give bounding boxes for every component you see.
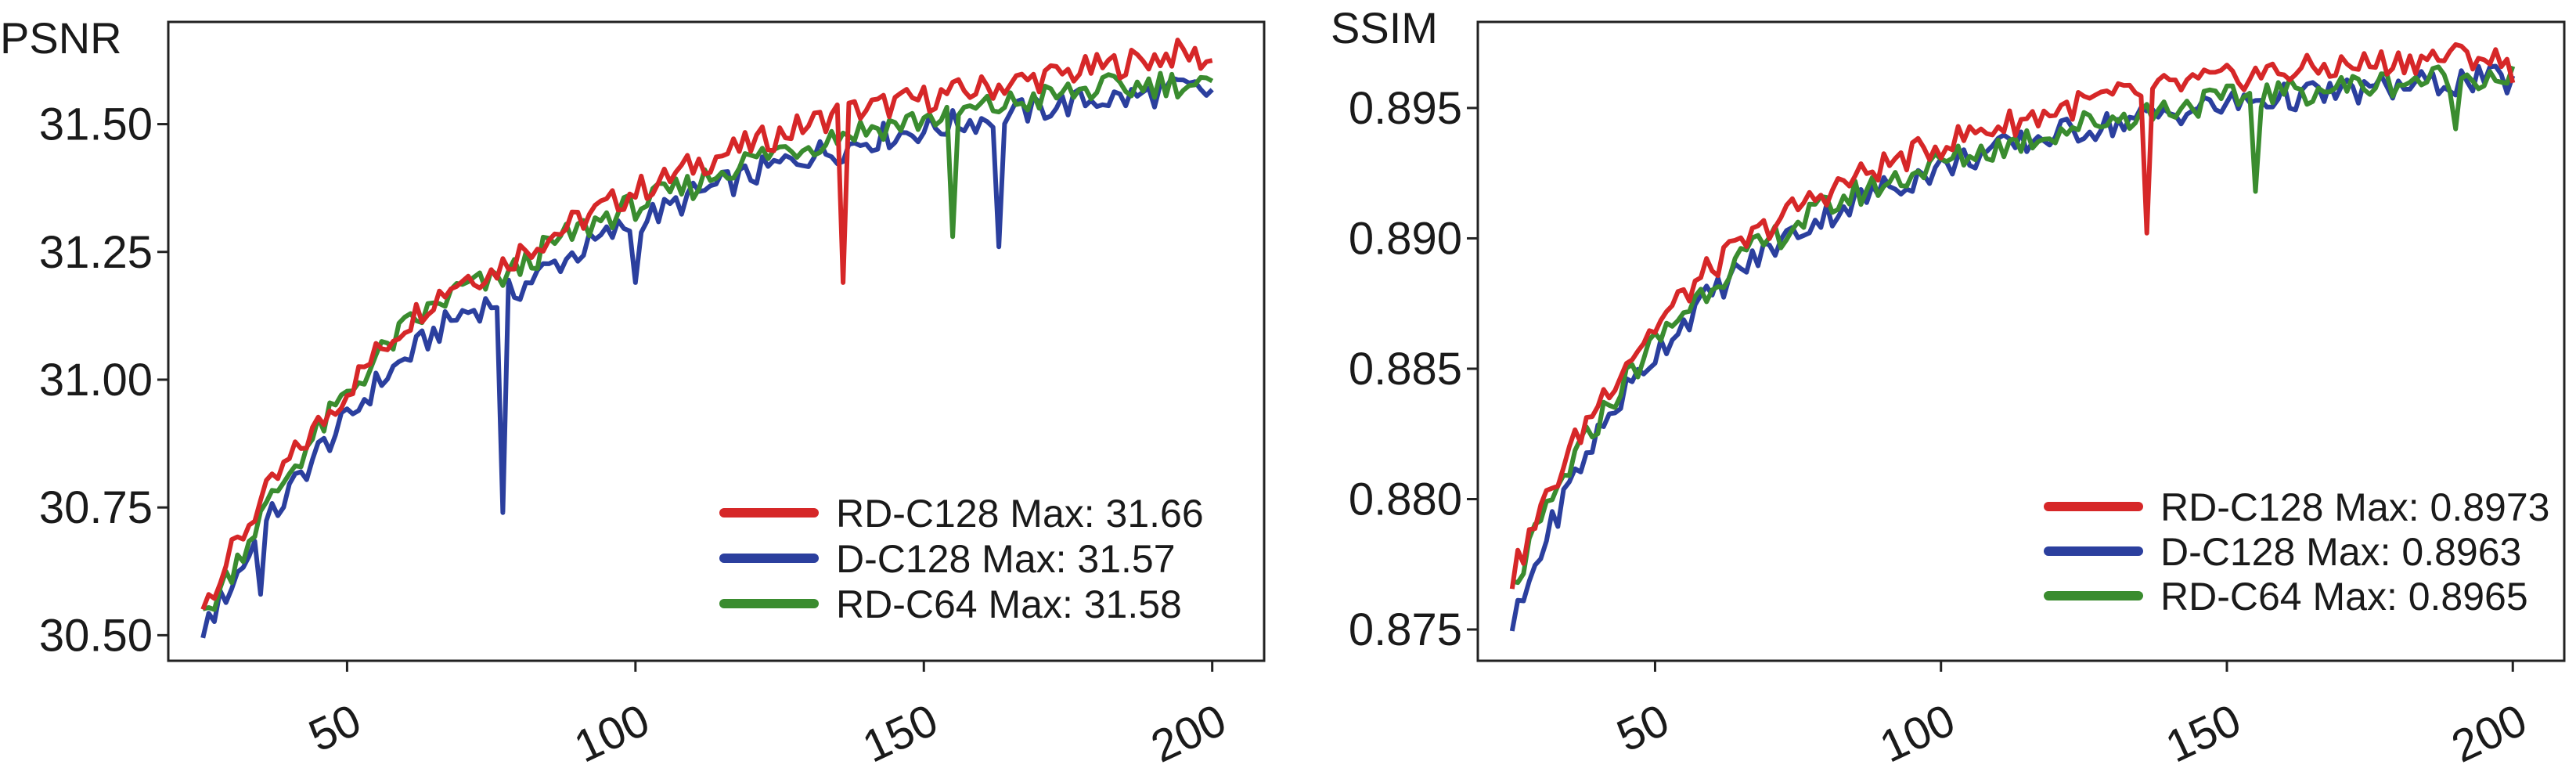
psnr-series-line-d-c128 [200,75,1214,639]
psnr-x-tick-label: 200 [1144,694,1234,773]
ssim-x-tick-label: 200 [2444,694,2535,773]
psnr-x-tick-label: 50 [301,694,369,762]
psnr-series-line-rd-c128 [200,38,1213,611]
psnr-legend: RD-C128 Max: 31.66D-C128 Max: 31.57RD-C6… [719,492,1204,626]
ssim-x-tick-label: 100 [1872,694,1962,773]
psnr-y-tick-label: 30.75 [39,482,153,533]
ssim-series [1509,41,2516,632]
psnr-chart: PSNR 30.50 30.75 31.00 31.25 31.50 50 100 150 20… [0,13,1266,773]
ssim-legend-label: RD-C64 Max: 0.8965 [2160,575,2528,619]
ssim-y-tick-label: 0.890 [1349,213,1462,264]
psnr-y-axis-label: PSNR [0,13,122,63]
psnr-y-tick-label: 31.00 [39,355,153,406]
psnr-ticks: 30.50 30.75 31.00 31.25 31.50 50 100 150 200 [39,99,1234,773]
psnr-y-tick-label: 30.50 [39,610,153,661]
ssim-y-tick-label: 0.875 [1349,604,1462,655]
ssim-y-axis-label: SSIM [1331,3,1438,52]
ssim-x-tick-label: 50 [1609,694,1677,762]
psnr-legend-label: RD-C64 Max: 31.58 [836,582,1182,626]
psnr-y-tick-label: 31.50 [39,99,153,150]
ssim-series-line-rd-c128 [1509,41,2516,590]
ssim-chart: SSIM 0.875 0.880 0.885 0.890 0.895 50 100 150 20… [1331,3,2566,773]
psnr-plot-frame [167,20,1266,662]
ssim-y-tick-label: 0.880 [1349,474,1462,525]
ssim-legend-label: D-C128 Max: 0.8963 [2160,530,2521,574]
ssim-series-line-rd-c64 [1511,64,2516,586]
psnr-legend-label: RD-C128 Max: 31.66 [836,492,1204,536]
ssim-x-tick-label: 150 [2158,694,2248,773]
psnr-series [200,38,1214,639]
psnr-legend-label: D-C128 Max: 31.57 [836,537,1176,581]
psnr-y-tick-label: 31.25 [39,227,153,278]
ssim-series-line-d-c128 [1509,63,2516,632]
psnr-x-tick-label: 150 [856,694,946,773]
ssim-y-tick-label: 0.885 [1349,344,1462,395]
psnr-x-tick-label: 100 [567,694,657,773]
ssim-y-tick-label: 0.895 [1349,83,1462,134]
ssim-legend-label: RD-C128 Max: 0.8973 [2160,485,2549,529]
